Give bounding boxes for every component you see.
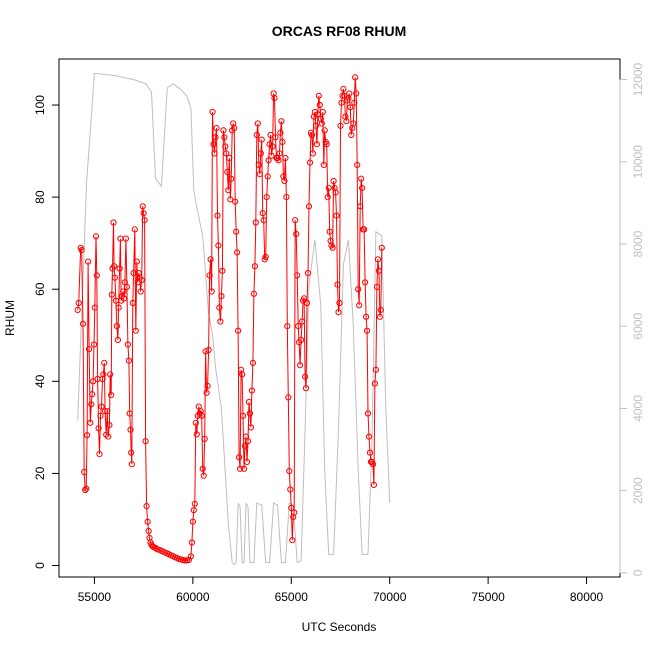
y2-tick-label: 6000 bbox=[631, 313, 645, 340]
y-axis-label: RHUM bbox=[3, 300, 17, 336]
x-axis-label: UTC Seconds bbox=[302, 620, 377, 634]
y-tick-label: 60 bbox=[33, 282, 47, 296]
y-tick-label: 0 bbox=[33, 562, 47, 569]
y-tick-label: 80 bbox=[33, 190, 47, 204]
y2-tick-label: 8000 bbox=[631, 230, 645, 257]
x-tick-label: 65000 bbox=[275, 590, 309, 604]
chart-title: ORCAS RF08 RHUM bbox=[272, 23, 407, 39]
y-tick-label: 40 bbox=[33, 374, 47, 388]
y-tick-label: 100 bbox=[33, 95, 47, 115]
y2-tick-label: 10000 bbox=[631, 145, 645, 179]
x-tick-label: 75000 bbox=[471, 590, 505, 604]
y2-tick-label: 0 bbox=[631, 569, 645, 576]
x-tick-label: 55000 bbox=[78, 590, 112, 604]
y-tick-label: 20 bbox=[33, 466, 47, 480]
y2-tick-label: 4000 bbox=[631, 395, 645, 422]
x-tick-label: 80000 bbox=[570, 590, 604, 604]
x-tick-label: 60000 bbox=[176, 590, 210, 604]
y2-tick-label: 2000 bbox=[631, 477, 645, 504]
x-tick-label: 70000 bbox=[373, 590, 407, 604]
y2-tick-label: 12000 bbox=[631, 63, 645, 97]
